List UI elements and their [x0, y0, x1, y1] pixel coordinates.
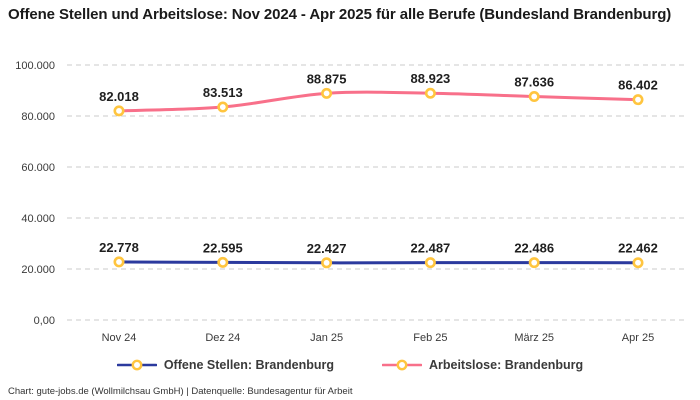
data-point-label: 88.875: [307, 71, 347, 86]
data-point-label: 22.427: [307, 241, 347, 256]
x-axis-tick-label: Jan 25: [310, 332, 343, 344]
y-axis-tick-label: 40.000: [21, 213, 55, 225]
y-axis-tick-label: 20.000: [21, 264, 55, 276]
legend-item[interactable]: Arbeitslose: Brandenburg: [381, 358, 584, 372]
legend-line-marker-icon: [116, 359, 157, 371]
data-point-marker[interactable]: [217, 101, 229, 113]
data-point-marker[interactable]: [113, 105, 125, 117]
x-axis-tick-label: Nov 24: [102, 332, 137, 344]
data-point-marker[interactable]: [321, 87, 333, 99]
data-point-marker[interactable]: [424, 87, 436, 99]
legend-marker-dot: [131, 359, 143, 371]
data-point-marker[interactable]: [632, 94, 644, 106]
y-axis-tick-label: 100.000: [15, 60, 55, 72]
data-point-label: 22.778: [99, 240, 139, 255]
x-axis-tick-label: Dez 24: [205, 332, 240, 344]
legend-marker-dot: [396, 359, 408, 371]
y-axis-tick-label: 80.000: [21, 111, 55, 123]
data-point-label: 22.487: [411, 241, 451, 256]
x-axis-tick-label: März 25: [514, 332, 554, 344]
data-point-label: 22.595: [203, 240, 243, 255]
legend-label: Arbeitslose: Brandenburg: [428, 358, 584, 372]
chart-title: Offene Stellen und Arbeitslose: Nov 2024…: [8, 6, 672, 23]
data-point-label: 83.513: [203, 85, 243, 100]
legend-item[interactable]: Offene Stellen: Brandenburg: [116, 358, 334, 372]
data-point-label: 22.486: [514, 241, 554, 256]
x-axis-tick-label: Feb 25: [413, 332, 447, 344]
chart-legend: Offene Stellen: Brandenburg Arbeitslose: …: [0, 358, 700, 372]
data-point-marker[interactable]: [113, 256, 125, 268]
data-point-label: 82.018: [99, 89, 139, 104]
series-line: [117, 260, 640, 265]
legend-line-marker-icon: [381, 359, 422, 371]
data-point-label: 86.402: [618, 78, 658, 93]
chart-footer-attribution: Chart: gute-jobs.de (Wollmilchsau GmbH) …: [8, 386, 353, 397]
data-point-label: 22.462: [618, 241, 658, 256]
data-point-marker[interactable]: [528, 257, 540, 269]
data-point-marker[interactable]: [424, 257, 436, 269]
y-axis-tick-label: 0,00: [34, 315, 55, 327]
data-point-marker[interactable]: [321, 257, 333, 269]
series-line: [117, 90, 640, 113]
data-point-label: 87.636: [514, 75, 554, 90]
data-point-marker[interactable]: [217, 256, 229, 268]
x-axis-tick-label: Apr 25: [622, 332, 654, 344]
data-point-marker[interactable]: [632, 257, 644, 269]
data-point-marker[interactable]: [528, 91, 540, 103]
data-point-label: 88.923: [411, 71, 451, 86]
legend-label: Offene Stellen: Brandenburg: [163, 358, 334, 372]
y-axis-tick-label: 60.000: [21, 162, 55, 174]
